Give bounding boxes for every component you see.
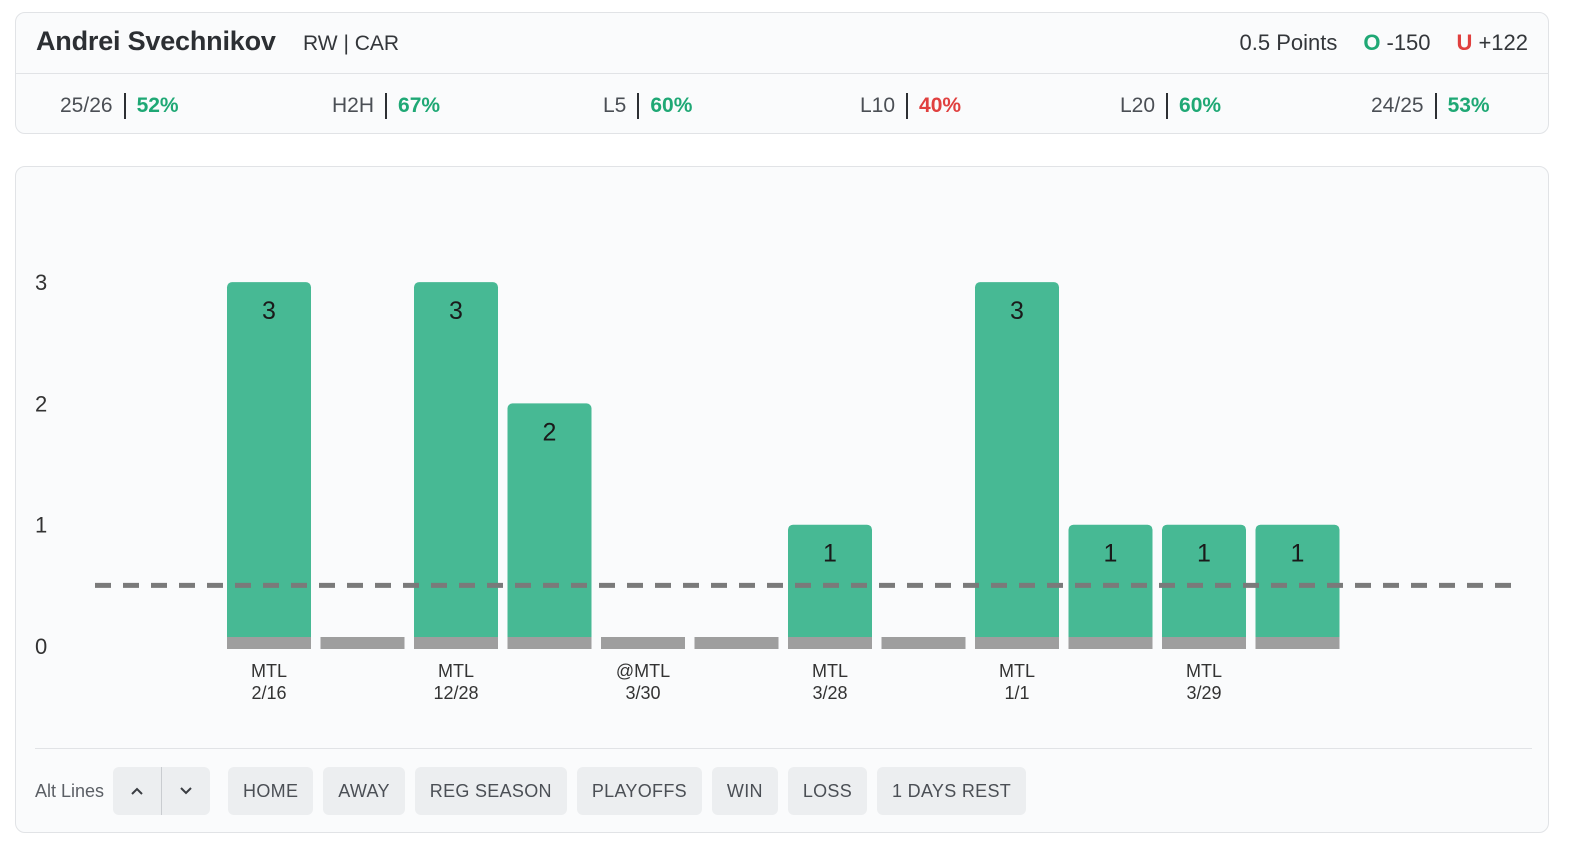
bar [227,282,311,647]
stat-l20[interactable]: L20 60% [1120,93,1221,119]
bar-base [975,637,1059,649]
y-tick-label: 2 [35,391,47,416]
filter-win-button[interactable]: WIN [711,767,778,815]
stat-divider [1166,93,1169,119]
bar-base [1068,637,1153,649]
bar-base [320,637,405,649]
over-letter: O [1363,30,1381,55]
bar-base [227,637,311,649]
alt-line-up-button[interactable] [113,767,161,815]
player-position-team: RW | CAR [303,32,400,55]
stat-value: 40% [919,94,962,117]
bar-base [694,637,779,649]
bar-base [1162,637,1246,649]
stat-label: L10 [860,94,896,117]
bar-base [507,637,592,649]
header-top-row: Andrei Svechnikov RW | CAR 0.5 Points O … [16,13,1548,74]
footer-divider [35,748,1532,749]
under-letter: U [1456,30,1473,55]
filter-away-button[interactable]: AWAY [323,767,405,815]
x-tick-label: 3/28 [812,683,847,703]
stat-value: 53% [1447,94,1490,117]
stat-l5[interactable]: L5 60% [603,93,692,119]
stat-season[interactable]: 25/26 52% [60,93,179,119]
bar-value-label: 3 [449,297,463,325]
stat-label: 24/25 [1371,94,1424,117]
chevron-up-icon [131,787,143,795]
stat-divider [385,93,388,119]
x-tick-label: 3/29 [1186,683,1221,703]
chart-controls: Alt Lines HOME AWAY REG SEASON PLAYOFFS … [35,767,1036,815]
bar-value-label: 1 [1197,540,1211,568]
bar-base [414,637,498,649]
under-odds[interactable]: +122 [1478,30,1528,55]
x-tick-label: 1/1 [1004,683,1029,703]
player-name: Andrei Svechnikov [36,26,276,56]
stat-divider [906,93,909,119]
x-tick-label: MTL [812,661,848,681]
player-header-card: Andrei Svechnikov RW | CAR 0.5 Points O … [15,12,1549,134]
alt-line-down-button[interactable] [162,767,210,815]
stat-label: 25/26 [60,94,113,117]
stat-l10[interactable]: L10 40% [860,93,961,119]
bar-chart: 01233MTL2/163MTL12/282@MTL3/301MTL3/283M… [35,270,1521,703]
x-tick-label: 12/28 [433,683,478,703]
stepper-divider [161,767,163,815]
stat-divider [637,93,640,119]
y-tick-label: 0 [35,634,47,659]
stat-value: 67% [398,94,441,117]
bar [1255,524,1340,647]
over-odds[interactable]: -150 [1386,30,1431,55]
filter-loss-button[interactable]: LOSS [787,767,868,815]
chevron-down-icon [180,787,192,795]
hit-rate-stats: 25/26 52% H2H 67% L5 60% L10 40% L20 60%… [16,75,1548,135]
game-log-chart-card: 0 1 2 3 3 MTL 2/16 3 MTL 12/28 2 @MTL 3/30 1 MTL 3/28 3 M… [15,166,1549,833]
stat-value: 60% [1179,94,1222,117]
x-tick-label: MTL [999,661,1035,681]
bar-value-label: 3 [1010,297,1024,325]
alt-lines-stepper [113,767,211,815]
stat-value: 60% [650,94,693,117]
bar-value-label: 1 [823,540,837,568]
x-tick-label: 2/16 [251,683,286,703]
stat-value: 52% [136,94,179,117]
bar [975,282,1059,647]
x-tick-label: MTL [251,661,287,681]
alt-lines-label: Alt Lines [35,780,105,801]
x-tick-label: MTL [438,661,474,681]
y-tick-label: 1 [35,513,47,538]
stat-last-season[interactable]: 24/25 53% [1371,93,1490,119]
filter-days-rest-button[interactable]: 1 DAYS REST [877,767,1027,815]
filter-playoffs-button[interactable]: PLAYOFFS [576,767,702,815]
bar-base [881,637,966,649]
bar [414,282,498,647]
stat-h2h[interactable]: H2H 67% [332,93,440,119]
prop-line-info: 0.5 Points O -150 U +122 [1240,30,1528,56]
stat-divider [1434,93,1437,119]
x-tick-label: MTL [1186,661,1222,681]
bar-base [788,637,872,649]
x-tick-label: 3/30 [625,683,660,703]
x-tick-label: @MTL [616,661,670,681]
bar-value-label: 2 [543,418,557,446]
bar-value-label: 1 [1104,540,1118,568]
filter-reg-season-button[interactable]: REG SEASON [414,767,567,815]
stat-divider [123,93,126,119]
bar-base [1255,637,1340,649]
bar-value-label: 1 [1291,540,1305,568]
filter-home-button[interactable]: HOME [228,767,314,815]
bar [1162,524,1246,647]
stat-label: H2H [332,94,375,117]
bar-value-label: 3 [262,297,276,325]
prop-points: 0.5 Points [1239,30,1338,55]
stat-label: L20 [1120,94,1156,117]
stat-label: L5 [603,94,627,117]
y-tick-label: 3 [35,270,47,295]
bar-base [601,637,685,649]
